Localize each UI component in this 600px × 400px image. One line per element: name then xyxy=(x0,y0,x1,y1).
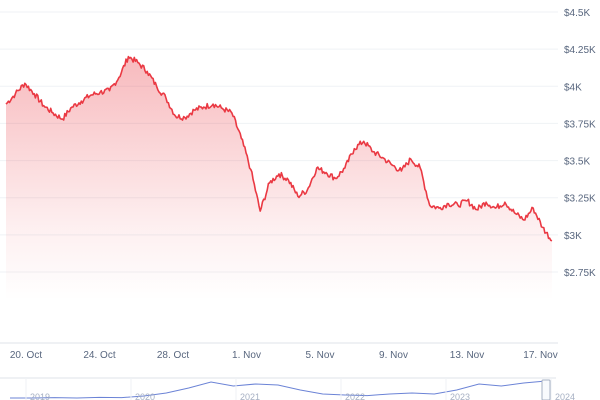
data-point xyxy=(514,212,515,213)
x-tick-label: 5. Nov xyxy=(306,350,335,361)
price-line xyxy=(5,55,553,242)
data-point xyxy=(250,169,251,170)
data-point xyxy=(231,113,232,114)
data-point xyxy=(71,107,72,108)
x-tick-label: 24. Oct xyxy=(83,350,115,361)
data-point xyxy=(6,104,7,105)
data-point xyxy=(184,117,185,118)
data-point xyxy=(457,205,458,206)
data-point xyxy=(288,179,289,180)
data-point xyxy=(533,208,534,209)
data-point xyxy=(297,196,298,197)
data-point xyxy=(213,104,214,105)
data-point xyxy=(175,116,176,117)
navigator-year-label: 2024 xyxy=(555,392,575,400)
data-point xyxy=(260,211,261,212)
navigator-year-label: 2023 xyxy=(450,392,470,400)
navigator-line xyxy=(10,380,547,399)
data-point xyxy=(467,200,468,201)
navigator-strip[interactable]: 2019 2020 2021 2022 2023 2024 xyxy=(0,376,600,400)
y-tick-label: $3.25K xyxy=(564,194,596,205)
data-point xyxy=(90,95,91,96)
data-point xyxy=(410,159,411,160)
data-point xyxy=(495,208,496,209)
data-point xyxy=(316,168,317,169)
main-plot: $2.75K $3K $3.25K $3.5K $3.75K $4K $4.25K $4.5K… xyxy=(0,8,596,361)
data-point xyxy=(156,86,157,87)
data-point xyxy=(137,62,138,63)
data-point xyxy=(429,205,430,206)
data-point xyxy=(476,209,477,210)
data-point xyxy=(43,105,44,106)
data-point xyxy=(128,56,129,57)
data-point xyxy=(166,98,167,99)
navigator-year-label: 2021 xyxy=(240,392,260,400)
data-point xyxy=(382,157,383,158)
data-point xyxy=(344,168,345,169)
y-tick-label: $4K xyxy=(564,82,582,93)
data-point xyxy=(420,168,421,169)
data-point xyxy=(109,90,110,91)
x-tick-label: 20. Oct xyxy=(10,350,42,361)
data-point xyxy=(401,170,402,171)
data-point xyxy=(486,202,487,203)
data-point xyxy=(269,182,270,183)
navigator-year-label: 2022 xyxy=(345,392,365,400)
price-area-fill xyxy=(6,56,552,300)
x-tick-label: 17. Nov xyxy=(523,350,557,361)
x-tick-label: 13. Nov xyxy=(450,350,484,361)
data-point xyxy=(147,71,148,72)
data-point xyxy=(34,93,35,94)
data-point xyxy=(118,77,119,78)
y-tick-label: $3.5K xyxy=(564,157,590,168)
data-point xyxy=(439,208,440,209)
y-tick-label: $4.25K xyxy=(564,45,596,56)
data-point xyxy=(552,240,553,241)
navigator-year-label: 2020 xyxy=(135,392,155,400)
data-point xyxy=(15,93,16,94)
navigator-year-label: 2019 xyxy=(30,392,50,400)
data-point xyxy=(354,148,355,149)
data-point xyxy=(24,83,25,84)
data-point xyxy=(326,172,327,173)
data-point xyxy=(279,173,280,174)
y-tick-label: $3.75K xyxy=(564,119,596,130)
data-point xyxy=(194,110,195,111)
data-point xyxy=(523,220,524,221)
data-point xyxy=(373,151,374,152)
x-tick-label: 9. Nov xyxy=(379,350,408,361)
x-tick-label: 1. Nov xyxy=(232,350,261,361)
data-point xyxy=(222,108,223,109)
data-point xyxy=(363,141,364,142)
data-point xyxy=(203,107,204,108)
data-point xyxy=(62,118,63,119)
data-point xyxy=(81,101,82,102)
data-point xyxy=(391,165,392,166)
data-point xyxy=(53,113,54,114)
x-tick-label: 28. Oct xyxy=(157,350,189,361)
data-point xyxy=(100,92,101,93)
y-tick-label: $4.5K xyxy=(564,8,590,19)
data-point xyxy=(307,190,308,191)
data-point xyxy=(504,202,505,203)
y-tick-label: $2.75K xyxy=(564,268,596,279)
data-point xyxy=(448,203,449,204)
navigator-handle[interactable] xyxy=(541,379,551,400)
data-point xyxy=(241,138,242,139)
data-point xyxy=(542,227,543,228)
y-tick-label: $3K xyxy=(564,231,582,242)
data-point xyxy=(335,178,336,179)
